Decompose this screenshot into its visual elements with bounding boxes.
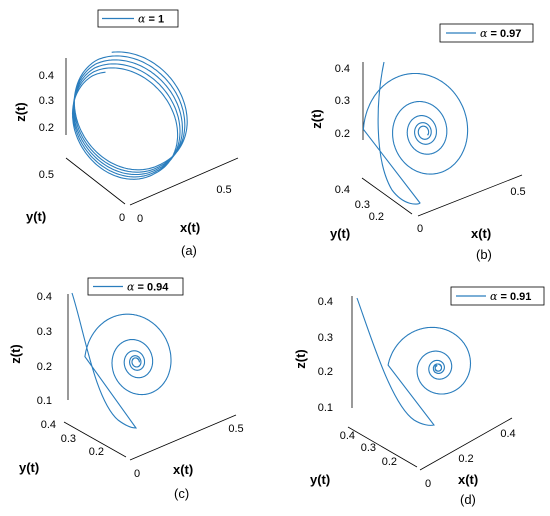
legend-box bbox=[97, 9, 179, 28]
x-axis-label: x(t) bbox=[458, 472, 478, 487]
y-tick: 0.4 bbox=[335, 184, 350, 196]
z-tick: 0.4 bbox=[39, 70, 54, 82]
panel-b: α = 0.97 0.4 0.3 0.2 z(t) 0.4 0.3 0.2 y(… bbox=[309, 23, 534, 262]
legend-label: α = 0.97 bbox=[480, 27, 521, 40]
x-tick: 0.2 bbox=[458, 453, 473, 465]
legend-label: α = 1 bbox=[138, 13, 164, 26]
z-tick: 0.3 bbox=[318, 332, 333, 344]
legend-b: α = 0.97 bbox=[439, 23, 534, 43]
y-tick: 0 bbox=[119, 212, 125, 224]
y-tick: 0.2 bbox=[369, 211, 384, 223]
panel-d: α = 0.91 0.4 0.3 0.2 0.1 z(t) 0.4 0.3 0.… bbox=[293, 286, 545, 507]
y-axis-line bbox=[63, 421, 127, 458]
z-axis-label: z(t) bbox=[8, 344, 23, 364]
x-tick: 0.5 bbox=[228, 423, 243, 435]
z-tick: 0.2 bbox=[335, 128, 350, 140]
y-axis-line bbox=[361, 177, 413, 215]
axes-c: 0.4 0.3 0.2 0.1 z(t) 0.4 0.3 0.2 y(t) 0 … bbox=[8, 291, 244, 480]
x-tick: 0 bbox=[134, 468, 140, 480]
y-tick: 0.4 bbox=[41, 419, 56, 431]
panel-label-a: (a) bbox=[181, 243, 197, 258]
legend-symbol: α bbox=[490, 290, 498, 303]
z-tick: 0.3 bbox=[37, 326, 52, 338]
legend-symbol: α bbox=[480, 27, 488, 40]
y-tick: 0.5 bbox=[39, 169, 54, 181]
y-tick: 0.2 bbox=[382, 456, 397, 468]
y-tick: 0.4 bbox=[340, 430, 355, 442]
panel-label-d: (d) bbox=[460, 492, 476, 507]
x-axis-line bbox=[129, 157, 239, 206]
y-tick: 0.2 bbox=[89, 446, 104, 458]
legend-label: α = 0.94 bbox=[127, 281, 169, 294]
legend-box bbox=[450, 286, 545, 306]
z-tick: 0.1 bbox=[37, 395, 52, 407]
trajectory-alpha-0-97 bbox=[362, 61, 469, 205]
x-axis-line bbox=[129, 414, 237, 461]
axes-a: 0.4 0.3 0.2 z(t) 0.5 0 y(t) 0 0.5 x(t) bbox=[13, 58, 239, 235]
x-axis-label: x(t) bbox=[173, 462, 193, 477]
y-tick: 0.3 bbox=[361, 442, 376, 454]
x-tick: 0.5 bbox=[216, 184, 231, 196]
legend-value: = 0.97 bbox=[487, 28, 521, 40]
legend-d: α = 0.91 bbox=[450, 286, 545, 306]
y-axis-line bbox=[347, 426, 418, 468]
panel-label-c: (c) bbox=[174, 486, 189, 501]
legend-box bbox=[439, 23, 534, 43]
z-tick: 0.2 bbox=[39, 122, 54, 134]
x-tick: 0.4 bbox=[500, 428, 515, 440]
z-axis-label: z(t) bbox=[293, 349, 308, 369]
z-tick: 0.3 bbox=[335, 95, 350, 107]
x-tick: 0 bbox=[417, 223, 423, 235]
legend-a: α = 1 bbox=[97, 9, 179, 28]
z-axis-label: z(t) bbox=[13, 102, 28, 122]
z-tick: 0.4 bbox=[318, 296, 333, 308]
z-tick: 0.1 bbox=[318, 402, 333, 414]
legend-symbol: α bbox=[127, 281, 135, 294]
legend-label: α = 0.91 bbox=[490, 290, 531, 303]
legend-c: α = 0.94 bbox=[87, 277, 184, 296]
panel-label-b: (b) bbox=[476, 247, 492, 262]
z-tick: 0.3 bbox=[39, 95, 54, 107]
x-axis-line bbox=[419, 417, 513, 471]
y-axis-label: y(t) bbox=[26, 209, 46, 224]
y-axis-line bbox=[65, 157, 126, 205]
z-tick: 0.2 bbox=[37, 361, 52, 373]
legend-value: = 0.91 bbox=[497, 291, 531, 303]
z-tick: 0.4 bbox=[335, 63, 350, 75]
y-axis-label: y(t) bbox=[19, 460, 39, 475]
y-axis-label: y(t) bbox=[330, 226, 350, 241]
x-axis-label: x(t) bbox=[471, 226, 491, 241]
z-tick: 0.2 bbox=[318, 366, 333, 378]
trajectory-alpha-1 bbox=[71, 51, 188, 180]
x-axis-line bbox=[417, 174, 523, 217]
legend-value: = 0.94 bbox=[134, 282, 169, 294]
legend-value: = 1 bbox=[145, 14, 164, 26]
y-tick: 0.3 bbox=[355, 199, 370, 211]
x-tick: 0 bbox=[137, 213, 143, 225]
x-tick: 0 bbox=[425, 478, 431, 490]
y-tick: 0.3 bbox=[61, 433, 76, 445]
panel-c: α = 0.94 0.4 0.3 0.2 0.1 z(t) 0.4 0.3 0.… bbox=[8, 277, 244, 501]
axes-b: 0.4 0.3 0.2 z(t) 0.4 0.3 0.2 y(t) 0 0.5 … bbox=[309, 62, 526, 241]
panel-a: α = 1 0.4 0.3 0.2 z(t) 0.5 0 y(t) 0 0.5 … bbox=[13, 9, 239, 258]
trajectory-alpha-0-94 bbox=[71, 292, 172, 429]
legend-symbol: α bbox=[138, 13, 146, 26]
x-axis-label: x(t) bbox=[180, 220, 200, 235]
legend-box bbox=[87, 277, 184, 296]
z-tick: 0.4 bbox=[37, 291, 52, 303]
trajectory-alpha-0-91 bbox=[356, 297, 472, 426]
y-axis-label: y(t) bbox=[310, 472, 330, 487]
z-axis-label: z(t) bbox=[309, 109, 324, 129]
x-tick: 0.5 bbox=[510, 186, 525, 198]
axes-d: 0.4 0.3 0.2 0.1 z(t) 0.4 0.3 0.2 y(t) 0 … bbox=[293, 296, 516, 490]
